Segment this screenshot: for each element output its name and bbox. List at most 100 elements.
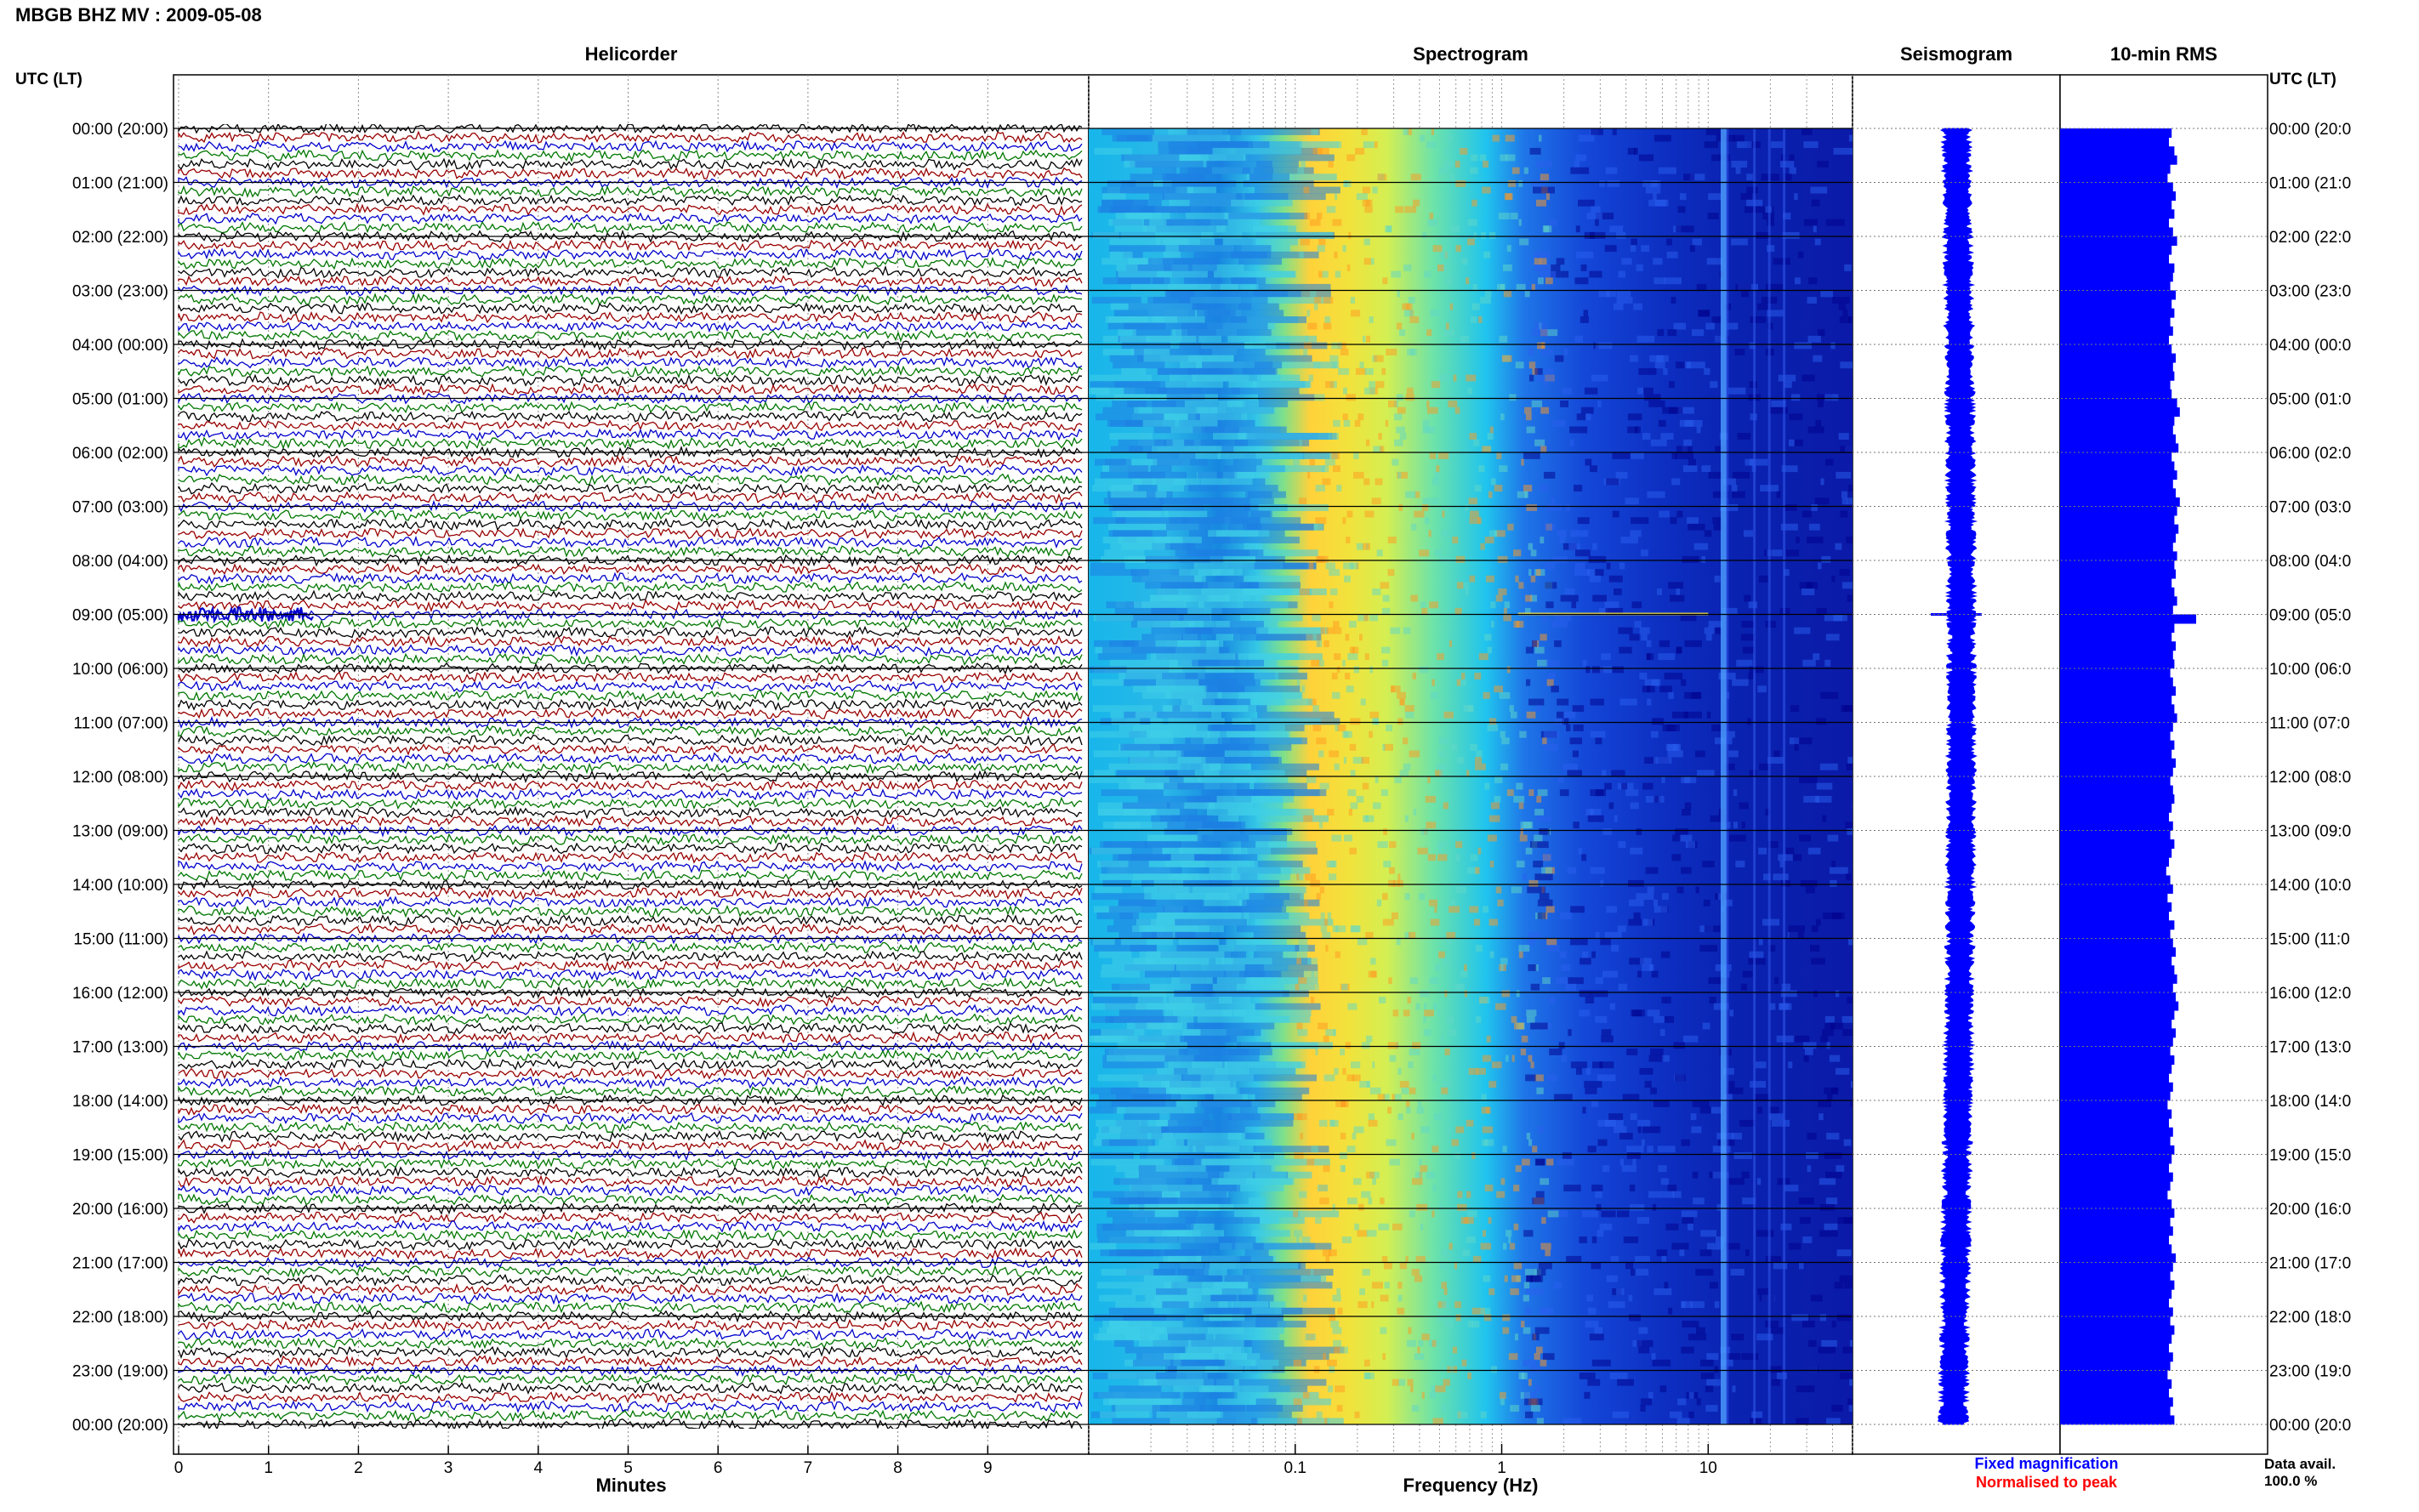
- rms-bar: [2060, 1235, 2169, 1245]
- rms-bar: [2060, 1001, 2179, 1011]
- rms-bar: [2060, 470, 2177, 480]
- time-label-left: 18:00 (14:00): [72, 1093, 168, 1111]
- rms-bar: [2060, 425, 2173, 435]
- time-label-left: 13:00 (09:00): [72, 823, 168, 841]
- rms-bar: [2060, 578, 2172, 588]
- time-label-left: 08:00 (04:00): [72, 553, 168, 571]
- rms-bar: [2060, 1064, 2172, 1074]
- rms-bar: [2060, 749, 2172, 759]
- rms-bar: [2060, 974, 2177, 984]
- rms-bar: [2060, 245, 2172, 255]
- time-label-left: 07:00 (03:00): [72, 499, 168, 517]
- rms-bar: [2060, 1352, 2173, 1362]
- rms-bar: [2060, 704, 2175, 714]
- rms-bar: [2060, 1109, 2172, 1119]
- rms-bar: [2060, 398, 2177, 408]
- rms-bar: [2060, 1181, 2171, 1191]
- rms-bar: [2060, 893, 2168, 903]
- time-label-right: 10:00 (06:0: [2269, 661, 2351, 679]
- rms-bar: [2060, 1073, 2169, 1083]
- rms-bar: [2060, 947, 2176, 958]
- rms-bar: [2060, 938, 2173, 948]
- time-label-right: 09:00 (05:0: [2269, 607, 2351, 625]
- time-label-left: 16:00 (12:00): [72, 985, 168, 1003]
- rms-bar: [2060, 1307, 2173, 1317]
- minutes-tick-label: 7: [804, 1459, 813, 1477]
- rms-bar: [2060, 542, 2173, 552]
- frequency-axis-label: Frequency (Hz): [1403, 1475, 1539, 1496]
- time-label-right: 19:00 (15:0: [2269, 1147, 2351, 1165]
- rms-bar: [2060, 1343, 2169, 1353]
- rms-bar: [2060, 1262, 2173, 1272]
- rms-bar: [2060, 911, 2169, 921]
- rms-bar: [2060, 1253, 2176, 1263]
- rms-bar: [2060, 506, 2177, 516]
- time-label-right: 00:00 (20:0: [2269, 121, 2351, 139]
- spectrogram-texture: [1089, 128, 1853, 1424]
- rms-bar: [2060, 965, 2175, 975]
- rms-bar: [2060, 479, 2173, 489]
- rms-bar: [2060, 254, 2169, 264]
- rms-bar: [2060, 515, 2175, 526]
- rms-bar: [2060, 884, 2173, 894]
- rms-bar: [2060, 920, 2175, 930]
- seismogram-title: Seismogram: [1900, 43, 2012, 65]
- rms-bar: [2060, 776, 2171, 786]
- rms-bar: [2060, 1037, 2173, 1047]
- rms-bar: [2060, 191, 2176, 202]
- rms-bar: [2060, 1199, 2172, 1209]
- minutes-tick-label: 3: [444, 1459, 453, 1477]
- time-label-left: 10:00 (06:00): [72, 661, 168, 679]
- rms-bar: [2060, 1226, 2173, 1236]
- rms-bar: [2060, 272, 2173, 282]
- rms-bar: [2060, 866, 2166, 876]
- rms-bar: [2060, 1397, 2173, 1407]
- rms-bar: [2060, 488, 2176, 498]
- rms-bar: [2060, 1136, 2171, 1146]
- rms-title: 10-min RMS: [2110, 43, 2217, 65]
- rms-bar: [2060, 236, 2177, 246]
- time-label-left: 12:00 (08:00): [72, 769, 168, 787]
- rms-bar: [2060, 875, 2171, 885]
- rms-bar: [2060, 713, 2177, 723]
- rms-bar: [2060, 848, 2172, 858]
- time-label-right: 11:00 (07:0: [2269, 715, 2350, 733]
- rms-bar: [2060, 641, 2176, 651]
- time-label-right: 03:00 (23:0: [2269, 283, 2351, 301]
- rms-bar: [2060, 1127, 2173, 1137]
- rms-bar: [2060, 794, 2175, 804]
- rms-bar: [2060, 137, 2169, 147]
- rms-bar: [2060, 200, 2172, 210]
- time-label-right: 04:00 (00:0: [2269, 337, 2351, 355]
- time-label-left: 06:00 (02:00): [72, 445, 168, 463]
- utc-lt-label-right: UTC (LT): [2269, 71, 2336, 88]
- rms-bar: [2060, 596, 2177, 606]
- time-label-left: 17:00 (13:00): [72, 1039, 168, 1057]
- spectrogram-title: Spectrogram: [1413, 43, 1528, 65]
- rms-bar: [2060, 1208, 2175, 1218]
- minutes-tick-label: 0: [174, 1459, 184, 1477]
- rms-bar: [2060, 1145, 2175, 1155]
- time-label-left: 14:00 (10:00): [72, 877, 168, 895]
- rms-bar: [2060, 587, 2175, 597]
- time-label-right: 20:00 (16:0: [2269, 1201, 2351, 1219]
- time-label-left: 15:00 (11:00): [73, 931, 168, 949]
- time-label-left: 22:00 (18:00): [72, 1309, 168, 1327]
- time-label-right: 07:00 (03:0: [2269, 499, 2351, 517]
- hour-lines: [174, 128, 2268, 1425]
- rms-bar: [2060, 650, 2173, 660]
- rms-bar: [2060, 317, 2171, 327]
- rms-bar: [2060, 461, 2175, 471]
- rms-bar: [2060, 1019, 2172, 1029]
- rms-bar: [2060, 443, 2179, 453]
- rms-bar: [2060, 1379, 2172, 1390]
- time-label-right: 23:00 (19:0: [2269, 1363, 2351, 1381]
- rms-bar: [2060, 929, 2171, 939]
- rms-bar: [2060, 686, 2176, 696]
- rms-bar: [2060, 677, 2173, 687]
- helicorder-traces: [177, 124, 1083, 1429]
- rms-bar: [2060, 830, 2171, 840]
- time-label-right: 21:00 (17:0: [2269, 1255, 2351, 1273]
- utc-lt-label-left: UTC (LT): [15, 71, 83, 88]
- rms-bar: [2060, 839, 2175, 850]
